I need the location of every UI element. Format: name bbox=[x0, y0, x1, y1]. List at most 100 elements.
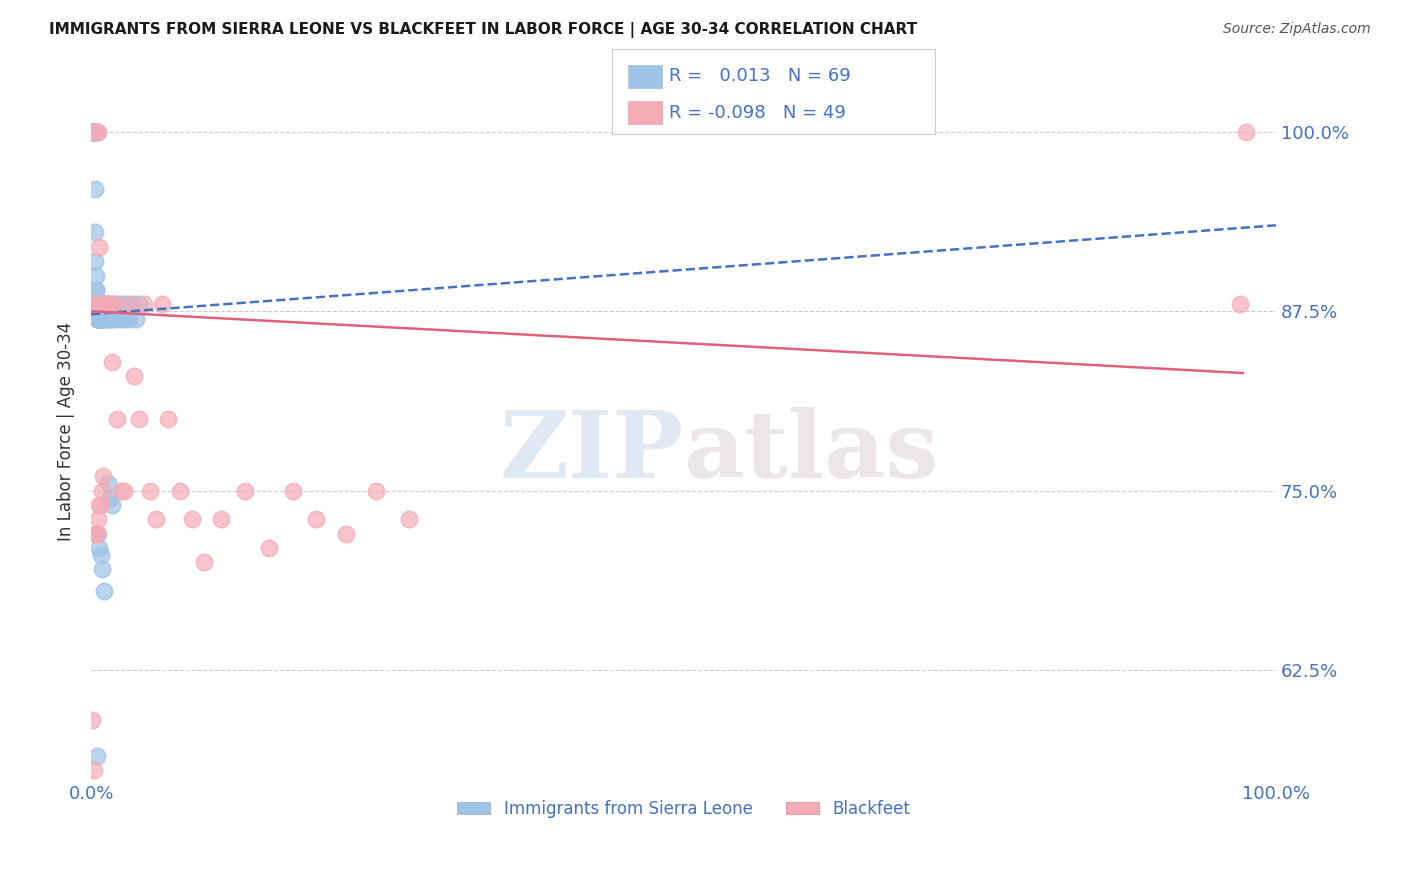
Point bbox=[115, 297, 138, 311]
Point bbox=[91, 311, 114, 326]
Point bbox=[103, 297, 125, 311]
Point bbox=[89, 541, 111, 555]
Point bbox=[101, 354, 124, 368]
Point bbox=[90, 311, 112, 326]
Point bbox=[150, 297, 173, 311]
Text: R =   0.013   N = 69: R = 0.013 N = 69 bbox=[669, 67, 851, 86]
Point bbox=[305, 512, 328, 526]
Point bbox=[90, 548, 112, 562]
Point bbox=[121, 297, 143, 311]
Point bbox=[83, 297, 105, 311]
Point bbox=[83, 297, 105, 311]
Point bbox=[84, 283, 107, 297]
Point bbox=[93, 584, 115, 599]
Point bbox=[96, 311, 118, 326]
Point bbox=[87, 297, 110, 311]
Point bbox=[1229, 297, 1251, 311]
Point bbox=[84, 283, 107, 297]
Point bbox=[84, 526, 107, 541]
Point bbox=[105, 412, 128, 426]
Point bbox=[211, 512, 233, 526]
Point bbox=[87, 311, 110, 326]
Point bbox=[90, 297, 112, 311]
Point bbox=[87, 125, 110, 139]
Point bbox=[97, 311, 120, 326]
Point bbox=[82, 713, 104, 727]
Point bbox=[257, 541, 280, 555]
Point bbox=[94, 297, 117, 311]
Point bbox=[87, 512, 110, 526]
Point bbox=[86, 526, 108, 541]
Text: Source: ZipAtlas.com: Source: ZipAtlas.com bbox=[1223, 22, 1371, 37]
Point bbox=[104, 311, 127, 326]
Point bbox=[97, 476, 120, 491]
Point bbox=[83, 125, 105, 139]
Point bbox=[83, 125, 105, 139]
Point bbox=[134, 297, 156, 311]
Point bbox=[90, 297, 112, 311]
Point bbox=[84, 125, 107, 139]
Point bbox=[281, 483, 304, 498]
Point bbox=[1234, 125, 1257, 139]
Point bbox=[84, 297, 107, 311]
Point bbox=[193, 555, 215, 569]
Point bbox=[180, 512, 202, 526]
Point bbox=[90, 311, 112, 326]
Point bbox=[86, 125, 108, 139]
Point bbox=[82, 125, 104, 139]
Text: ZIP: ZIP bbox=[499, 407, 683, 497]
Point bbox=[112, 311, 135, 326]
Point bbox=[128, 297, 150, 311]
Point bbox=[89, 311, 111, 326]
Point bbox=[101, 498, 124, 512]
Point bbox=[139, 483, 162, 498]
Point bbox=[97, 297, 120, 311]
Point bbox=[82, 125, 104, 139]
Point bbox=[111, 297, 134, 311]
Point bbox=[128, 412, 150, 426]
Point bbox=[90, 297, 112, 311]
Point bbox=[87, 311, 110, 326]
Point bbox=[100, 297, 122, 311]
Text: IMMIGRANTS FROM SIERRA LEONE VS BLACKFEET IN LABOR FORCE | AGE 30-34 CORRELATION: IMMIGRANTS FROM SIERRA LEONE VS BLACKFEE… bbox=[49, 22, 917, 38]
Point bbox=[86, 748, 108, 763]
Point bbox=[108, 311, 131, 326]
Point bbox=[87, 311, 110, 326]
Point bbox=[145, 512, 167, 526]
Point bbox=[97, 297, 120, 311]
Point bbox=[364, 483, 387, 498]
Point bbox=[90, 483, 112, 498]
Point bbox=[398, 512, 420, 526]
Point bbox=[83, 125, 105, 139]
Point bbox=[90, 311, 112, 326]
Point bbox=[96, 297, 118, 311]
Point bbox=[89, 240, 111, 254]
Point bbox=[91, 311, 114, 326]
Point bbox=[157, 412, 180, 426]
Point bbox=[91, 297, 114, 311]
Point bbox=[86, 311, 108, 326]
Point bbox=[83, 764, 105, 778]
Point bbox=[89, 498, 111, 512]
Point bbox=[97, 311, 120, 326]
Point bbox=[83, 125, 105, 139]
Point bbox=[125, 311, 148, 326]
Point bbox=[98, 491, 121, 505]
Point bbox=[112, 483, 135, 498]
Point bbox=[94, 311, 117, 326]
Point bbox=[84, 297, 107, 311]
Point bbox=[86, 297, 108, 311]
Point bbox=[83, 182, 105, 196]
Point bbox=[94, 297, 117, 311]
Point bbox=[91, 297, 114, 311]
Point bbox=[90, 498, 112, 512]
Point bbox=[233, 483, 256, 498]
Point bbox=[89, 297, 111, 311]
Point bbox=[83, 297, 105, 311]
Point bbox=[98, 297, 121, 311]
Point bbox=[110, 483, 132, 498]
Point bbox=[335, 526, 357, 541]
Point bbox=[93, 297, 115, 311]
Point bbox=[83, 526, 105, 541]
Point bbox=[83, 125, 105, 139]
